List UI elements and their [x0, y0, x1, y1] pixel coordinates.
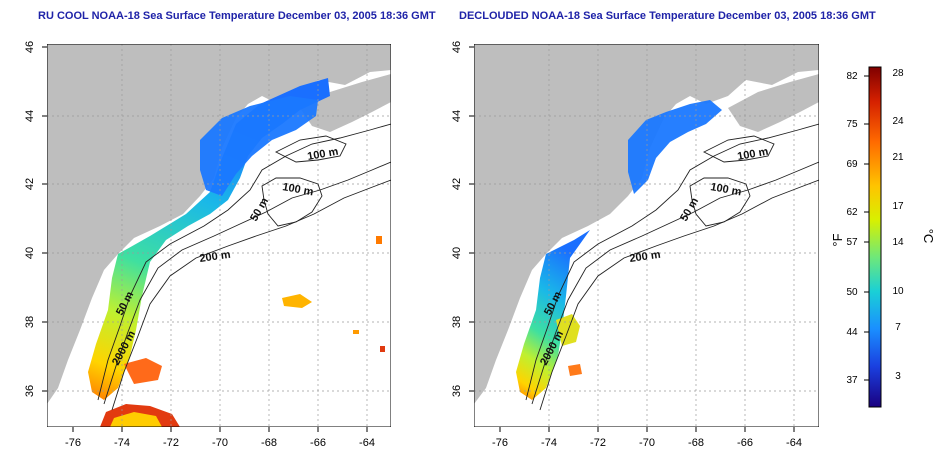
colorbar-c-tick: 7	[895, 322, 901, 333]
left-x-tick-label: -68	[261, 437, 277, 449]
right-contour-label-2: 100 m	[709, 181, 742, 198]
left-y-tick-label: 46	[24, 41, 36, 53]
left-sst-speck-3	[353, 330, 359, 334]
left-sst-yellow-south	[110, 412, 162, 427]
right-land-nova-scotia	[728, 74, 819, 132]
left-x-tick-label: -70	[212, 437, 228, 449]
right-land	[474, 44, 819, 404]
left-x-tick-label: -74	[114, 437, 130, 449]
left-contour-label-2: 100 m	[281, 181, 314, 198]
left-axis-ticks	[42, 46, 368, 432]
right-panel-title: DECLOUDED NOAA-18 Sea Surface Temperatur…	[459, 10, 876, 22]
left-sst-speck-1	[376, 236, 382, 244]
colorbar-f-tick: 75	[846, 119, 858, 130]
left-x-tick-label: -76	[65, 437, 81, 449]
left-contour-label-4: 200 m	[199, 249, 232, 265]
right-y-tick-label: 38	[451, 316, 463, 328]
right-y-tick-label: 40	[451, 247, 463, 259]
left-y-tick-label: 38	[24, 316, 36, 328]
left-sst-gulf-maine	[200, 96, 318, 196]
right-y-tick-label: 36	[451, 385, 463, 397]
left-contour-label-1: 100 m	[306, 146, 339, 163]
colorbar-f-tick: 57	[846, 237, 858, 248]
right-sst-orange-patch	[568, 364, 582, 376]
colorbar-c-tick: 10	[892, 286, 904, 297]
right-sst-gulf-maine	[628, 100, 722, 194]
left-sst-speck-2	[380, 346, 385, 352]
colorbar-f-tick: 82	[846, 71, 858, 82]
left-y-tick-label: 36	[24, 385, 36, 397]
right-contour-label-1: 100 m	[736, 146, 769, 163]
left-y-tick-label: 40	[24, 247, 36, 259]
right-map-panel: 100 m 100 m 50 m 200 m 50 m 2000 m -76 -…	[451, 41, 819, 449]
right-contour-label-4: 200 m	[629, 249, 662, 265]
right-y-tick-label: 46	[451, 41, 463, 53]
colorbar-c-tick: 17	[892, 201, 904, 212]
right-bathymetry-contours	[525, 123, 819, 411]
colorbar-c-tick: 21	[892, 152, 904, 163]
temperature-colorbar: 82 75 69 62 57 50 44 37 28 24 21 17 14 1…	[830, 66, 936, 408]
right-x-tick-label: -74	[541, 437, 557, 449]
left-y-tick-label: 44	[24, 110, 36, 122]
left-panel-title: RU COOL NOAA-18 Sea Surface Temperature …	[38, 10, 436, 22]
colorbar-c-tick: 24	[892, 116, 904, 127]
right-x-tick-label: -68	[688, 437, 704, 449]
left-y-tick-label: 42	[24, 178, 36, 190]
colorbar-f-tick: 37	[846, 375, 858, 386]
left-x-tick-label: -72	[163, 437, 179, 449]
colorbar-fahrenheit-label: °F	[830, 233, 845, 246]
right-y-tick-label: 44	[451, 110, 463, 122]
colorbar-f-tick: 62	[846, 207, 858, 218]
left-x-tick-label: -64	[359, 437, 375, 449]
right-axis-ticks	[469, 46, 795, 432]
left-gridlines	[47, 44, 391, 427]
colorbar-f-tick: 50	[846, 287, 858, 298]
colorbar-f-tick: 69	[846, 159, 858, 170]
right-sst-shelf	[516, 230, 590, 400]
colorbar-gradient	[868, 66, 882, 408]
left-land-nova-scotia	[300, 74, 391, 132]
left-map-panel: 100 m 100 m 50 m 200 m 50 m 2000 m -76 -…	[24, 41, 391, 449]
colorbar-c-tick: 28	[892, 68, 904, 79]
left-x-tick-label: -66	[310, 437, 326, 449]
right-x-tick-label: -72	[590, 437, 606, 449]
colorbar-c-tick: 14	[892, 237, 904, 248]
left-sst-orange-offshore	[282, 294, 312, 308]
right-x-tick-label: -64	[786, 437, 802, 449]
left-bathymetry-contours	[97, 123, 391, 411]
colorbar-c-tick: 3	[895, 371, 901, 382]
left-sst-warm-patch	[124, 358, 162, 384]
right-x-tick-label: -66	[737, 437, 753, 449]
left-sst-shelf	[88, 78, 330, 400]
left-land	[47, 44, 391, 404]
colorbar-celsius-label: °C	[921, 229, 936, 244]
right-x-tick-label: -70	[639, 437, 655, 449]
right-gridlines	[474, 44, 819, 427]
right-y-tick-label: 42	[451, 178, 463, 190]
colorbar-f-tick: 44	[846, 327, 858, 338]
right-x-tick-label: -76	[492, 437, 508, 449]
